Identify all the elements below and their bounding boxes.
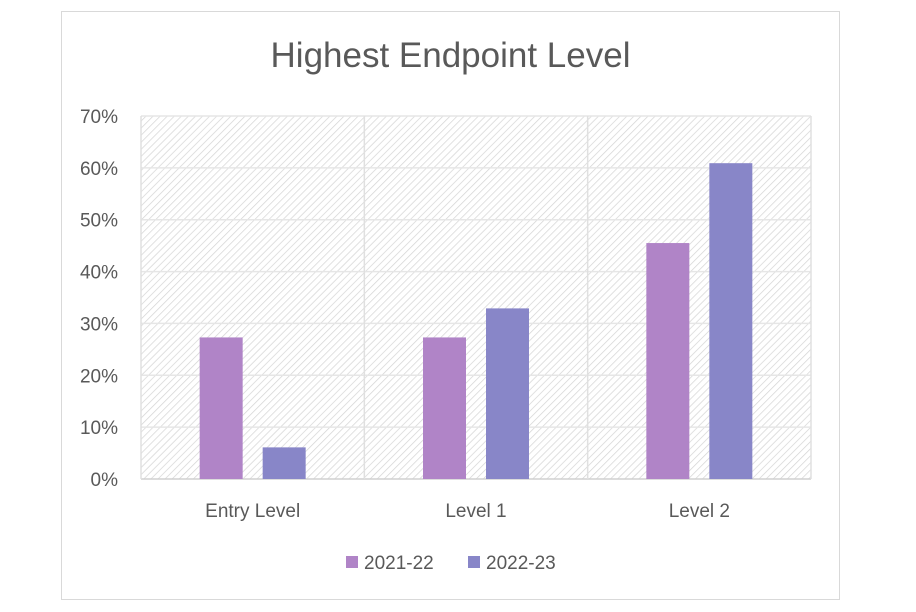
bar xyxy=(199,337,243,479)
y-axis-ticks: 0% 10% 20% 30% 40% 50% 60% 70% xyxy=(80,107,118,491)
y-tick-label: 0% xyxy=(91,470,119,491)
category-label: Entry Level xyxy=(205,501,300,522)
legend-swatch xyxy=(468,556,480,568)
legend-swatch xyxy=(346,556,358,568)
bar xyxy=(486,308,529,479)
y-tick-label: 10% xyxy=(80,418,118,439)
category-label: Level 1 xyxy=(445,501,506,522)
bar xyxy=(709,163,753,479)
y-tick-label: 20% xyxy=(80,366,118,387)
y-tick-label: 70% xyxy=(80,107,118,128)
legend-label: 2022-23 xyxy=(486,553,556,574)
category-label: Level 2 xyxy=(669,501,730,522)
plot-area xyxy=(141,116,811,479)
bar xyxy=(423,337,466,479)
y-tick-label: 60% xyxy=(80,159,118,180)
bar xyxy=(262,447,306,479)
bar xyxy=(646,243,690,479)
chart-title: Highest Endpoint Level xyxy=(270,36,631,75)
y-tick-label: 50% xyxy=(80,211,118,232)
y-tick-label: 30% xyxy=(80,314,118,335)
bars xyxy=(199,163,753,479)
category-labels: Entry Level Level 1 Level 2 xyxy=(205,501,730,522)
legend: 2021-22 2022-23 xyxy=(346,553,556,574)
grid-lines xyxy=(140,115,812,480)
legend-label: 2021-22 xyxy=(364,553,434,574)
y-tick-label: 40% xyxy=(80,263,118,284)
